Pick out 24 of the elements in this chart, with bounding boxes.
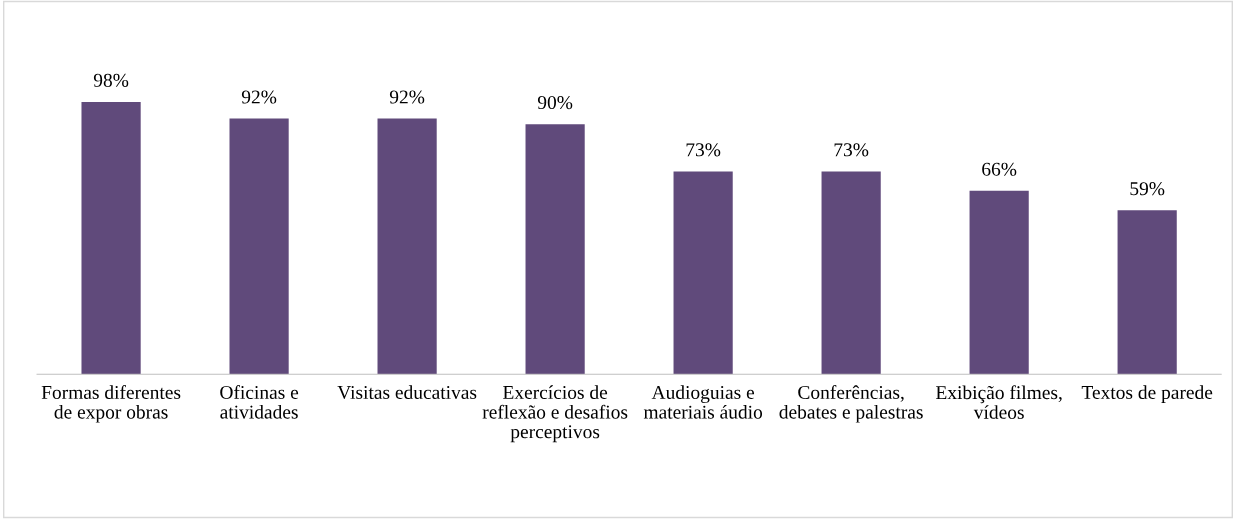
data-label: 92%	[241, 90, 277, 104]
data-label: 90%	[537, 95, 573, 110]
bar	[81, 101, 141, 375]
data-label: 66%	[982, 162, 1017, 176]
data-label: 59%	[1130, 182, 1165, 196]
x-tick-label: Oficinas e atividades	[220, 385, 299, 419]
x-tick-label: Exibição filmes, vídeos	[935, 385, 1062, 419]
x-tick-label: Textos de parede	[1081, 385, 1213, 403]
bar	[525, 124, 585, 375]
data-label: 98%	[93, 73, 129, 87]
bar	[1117, 210, 1177, 375]
x-tick-label: Visitas educativas	[337, 385, 477, 400]
data-label: 92%	[389, 90, 425, 104]
bar	[229, 118, 289, 375]
x-tick-label: Audioguias e materiais áudio	[643, 385, 763, 419]
bar	[969, 190, 1029, 375]
x-tick-label: Exercícios de reflexão e desafios perceptivos	[482, 385, 628, 443]
data-label: 73%	[686, 143, 721, 157]
bar	[673, 171, 733, 375]
x-tick-label: Formas diferentes de expor obras	[41, 385, 181, 423]
bar	[377, 118, 437, 375]
x-tick-label: Conferências, debates e palestras	[779, 385, 923, 423]
bar	[821, 171, 881, 375]
data-label: 73%	[834, 143, 869, 157]
